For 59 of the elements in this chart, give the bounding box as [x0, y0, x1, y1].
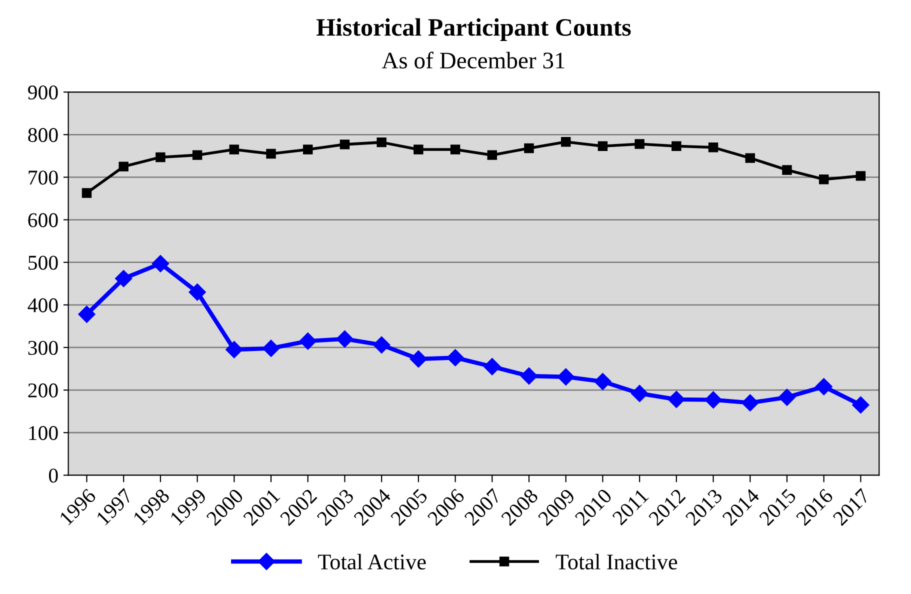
point [818, 174, 829, 184]
point [303, 144, 313, 154]
point [524, 143, 534, 154]
y-tick-label: 700 [28, 170, 58, 185]
point [598, 141, 608, 151]
point [152, 255, 170, 272]
point [373, 336, 390, 354]
point [156, 152, 166, 162]
point [708, 142, 718, 152]
x-tick-label: 2011 [612, 488, 650, 526]
point [229, 144, 240, 154]
point [745, 153, 755, 163]
point [856, 171, 866, 181]
point [446, 349, 464, 366]
legend-label: Total Inactive [556, 554, 678, 570]
chart-subtitle: As of December 31 [382, 52, 564, 69]
point [672, 141, 682, 151]
point [815, 378, 832, 396]
point [78, 306, 96, 323]
point [560, 137, 571, 147]
point [852, 396, 870, 414]
point [778, 388, 796, 406]
point [487, 150, 498, 160]
point [410, 350, 427, 368]
point [414, 144, 424, 154]
point [82, 188, 92, 198]
y-tick-label: 900 [28, 85, 58, 100]
point [115, 270, 132, 288]
point [192, 150, 202, 160]
point [340, 140, 350, 150]
chart-title: Historical Participant Counts [316, 18, 631, 41]
y-tick-label: 600 [28, 213, 58, 228]
point [557, 368, 574, 386]
point [634, 139, 644, 149]
y-tick-label: 800 [28, 128, 58, 142]
point [266, 148, 276, 159]
y-tick-label: 0 [48, 468, 58, 483]
point [299, 332, 316, 350]
point [188, 284, 206, 301]
point [484, 358, 501, 376]
point [631, 384, 648, 402]
point [336, 330, 354, 348]
point [742, 394, 759, 412]
point [782, 165, 792, 175]
point [594, 372, 612, 390]
y-tick-label: 500 [28, 256, 58, 270]
point [450, 144, 460, 154]
point [376, 137, 386, 148]
point [226, 341, 243, 358]
point [118, 162, 128, 172]
legend-label: Total Active [318, 554, 426, 570]
point [668, 390, 685, 408]
point [704, 391, 722, 408]
point [520, 367, 538, 385]
point [262, 340, 280, 357]
y-tick-label: 200 [28, 383, 58, 398]
y-tick-label: 100 [29, 426, 58, 440]
y-tick-label: 300 [28, 340, 58, 355]
y-tick-label: 400 [28, 298, 58, 312]
